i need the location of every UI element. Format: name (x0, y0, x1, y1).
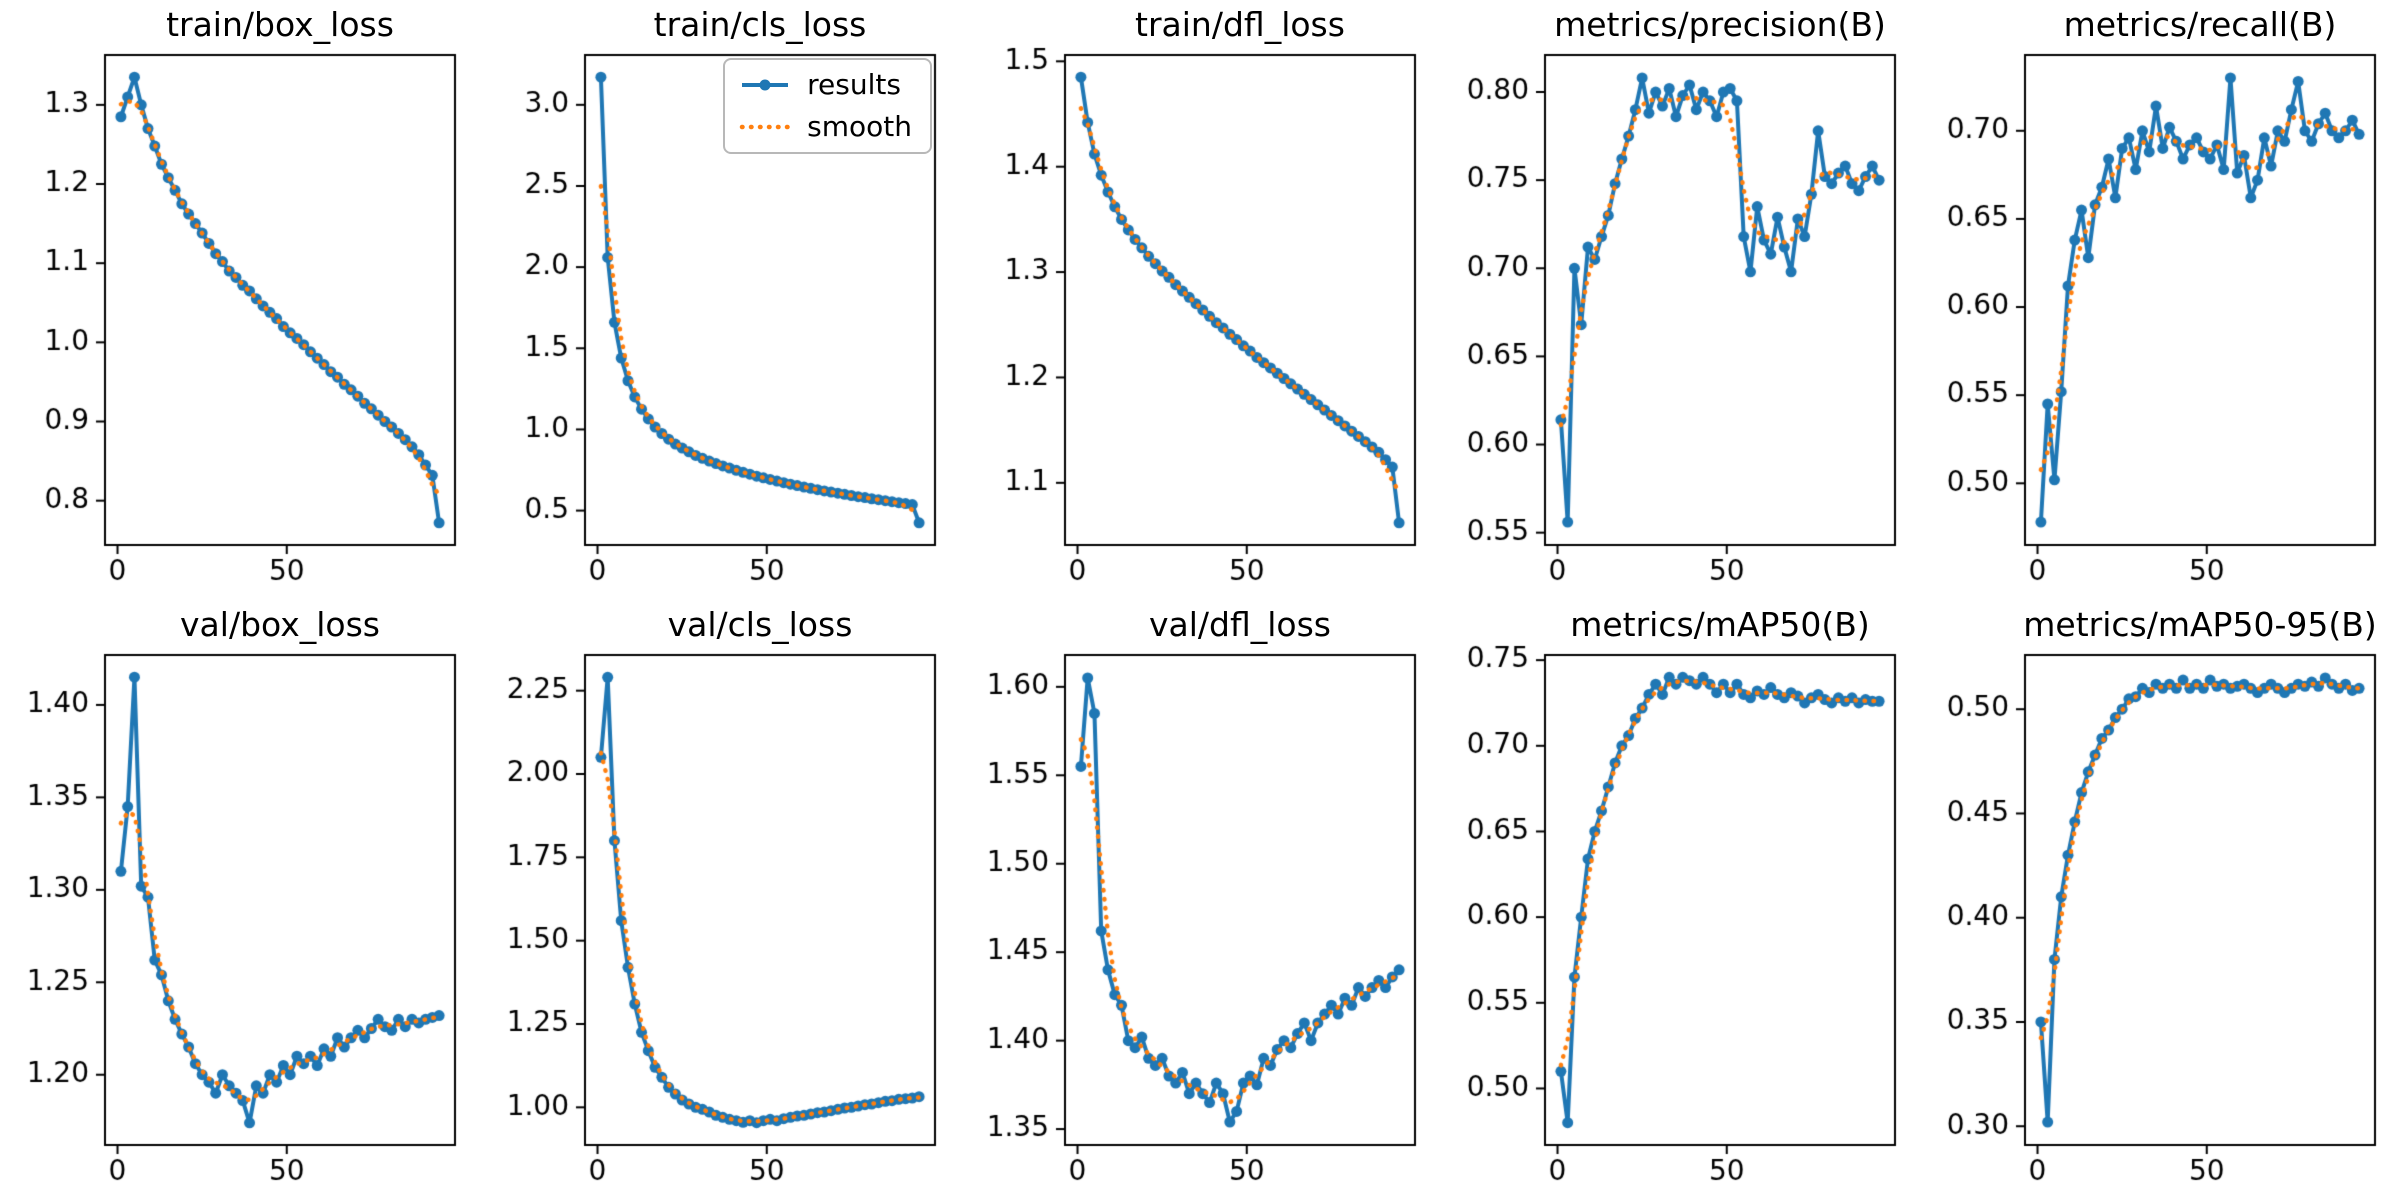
plot-title-train-cls-loss: train/cls_loss (653, 5, 867, 44)
plot-canvas-train-dfl-loss (960, 45, 1440, 600)
plot-canvas-metrics-map50-b (1440, 645, 1920, 1200)
plot-canvas-metrics-recall-b (1920, 45, 2400, 600)
plot-canvas-train-box-loss (0, 45, 480, 600)
plot-canvas-val-dfl-loss (960, 645, 1440, 1200)
subplot-train-dfl-loss: train/dfl_loss (960, 0, 1440, 600)
plot-title-train-dfl-loss: train/dfl_loss (1135, 5, 1345, 44)
plot-title-metrics-map50-95-b: metrics/mAP50-95(B) (2023, 605, 2377, 644)
legend-entry-results: results (739, 70, 912, 100)
plot-title-metrics-precision-b: metrics/precision(B) (1554, 5, 1886, 44)
legend: results smooth (723, 58, 932, 154)
plot-title-val-dfl-loss: val/dfl_loss (1148, 605, 1331, 644)
plot-canvas-val-cls-loss (480, 645, 960, 1200)
subplot-val-box-loss: val/box_loss (0, 600, 480, 1200)
plot-title-train-box-loss: train/box_loss (166, 5, 394, 44)
subplot-train-cls-loss: train/cls_loss results smooth (480, 0, 960, 600)
subplot-metrics-map50-95-b: metrics/mAP50-95(B) (1920, 600, 2400, 1200)
subplot-metrics-precision-b: metrics/precision(B) (1440, 0, 1920, 600)
legend-label-smooth: smooth (807, 110, 912, 143)
plot-canvas-metrics-map50-95-b (1920, 645, 2400, 1200)
subplot-train-box-loss: train/box_loss (0, 0, 480, 600)
subplot-val-cls-loss: val/cls_loss (480, 600, 960, 1200)
plot-canvas-metrics-precision-b (1440, 45, 1920, 600)
plot-title-metrics-map50-b: metrics/mAP50(B) (1570, 605, 1870, 644)
smooth-dotted-line-icon (739, 124, 791, 130)
subplot-val-dfl-loss: val/dfl_loss (960, 600, 1440, 1200)
plot-canvas-val-box-loss (0, 645, 480, 1200)
legend-entry-smooth: smooth (739, 112, 912, 142)
subplot-metrics-recall-b: metrics/recall(B) (1920, 0, 2400, 600)
legend-label-results: results (807, 68, 901, 101)
plot-title-val-box-loss: val/box_loss (180, 605, 380, 644)
plot-title-val-cls-loss: val/cls_loss (667, 605, 853, 644)
plot-title-metrics-recall-b: metrics/recall(B) (2063, 5, 2337, 44)
subplot-metrics-map50-b: metrics/mAP50(B) (1440, 600, 1920, 1200)
results-line-icon (742, 79, 789, 91)
